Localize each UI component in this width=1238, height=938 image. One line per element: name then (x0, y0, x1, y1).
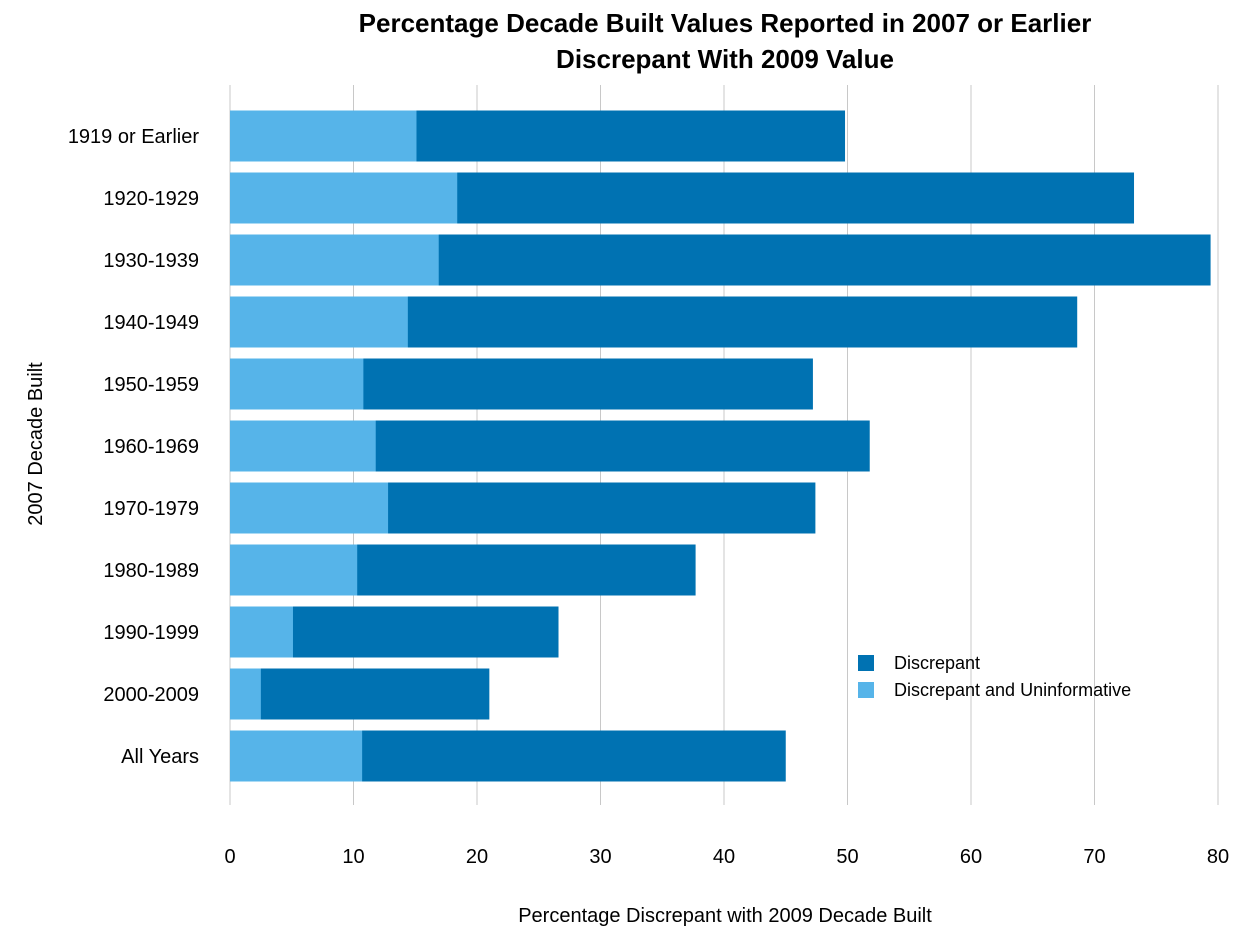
bar-discrepant-uninformative-1980-1989 (230, 544, 358, 596)
y-tick-label: 1919 or Earlier (68, 126, 200, 148)
y-tick-label: 1940-1949 (103, 312, 199, 334)
legend-swatch-discrepant-and-uninformative (858, 682, 874, 698)
bar-discrepant-uninformative-2000-2009 (230, 668, 261, 720)
bar-discrepant-2000-2009 (230, 668, 490, 720)
bars (230, 110, 1211, 782)
y-tick-label: 1980-1989 (103, 560, 199, 582)
bar-discrepant-uninformative-1970-1979 (230, 482, 389, 534)
bar-discrepant-uninformative-1950-1959 (230, 358, 364, 410)
legend-swatch-discrepant (858, 655, 874, 671)
x-tick-labels: 0 10 20 30 40 50 60 70 80 (224, 846, 1229, 868)
y-tick-label: 1950-1959 (103, 374, 199, 396)
bar-discrepant-uninformative-all-years (230, 730, 363, 782)
y-tick-labels: 1919 or Earlier 1920-1929 1930-1939 1940-19… (68, 126, 200, 768)
x-tick-label: 30 (589, 846, 611, 868)
y-axis-label: 2007 Decade Built (25, 362, 47, 526)
legend-label-discrepant-and-uninformative: Discrepant and Uninformative (894, 680, 1131, 700)
bar-discrepant-uninformative-1960-1969 (230, 420, 376, 472)
x-axis-label: Percentage Discrepant with 2009 Decade B… (518, 905, 932, 927)
y-tick-label: 1990-1999 (103, 622, 199, 644)
x-tick-label: 20 (466, 846, 488, 868)
y-tick-label: All Years (121, 746, 199, 768)
legend: Discrepant Discrepant and Uninformative (858, 653, 1131, 700)
bar-discrepant-uninformative-1940-1949 (230, 296, 408, 348)
x-tick-label: 60 (960, 846, 982, 868)
bar-discrepant-uninformative-1919-or-earlier (230, 110, 417, 162)
chart-title-line-2: Discrepant With 2009 Value (556, 44, 894, 74)
x-tick-label: 70 (1083, 846, 1105, 868)
y-tick-label: 1970-1979 (103, 498, 199, 520)
bar-discrepant-uninformative-1990-1999 (230, 606, 293, 658)
y-tick-label: 1920-1929 (103, 188, 199, 210)
x-tick-label: 0 (224, 846, 235, 868)
bar-discrepant-uninformative-1930-1939 (230, 234, 439, 286)
x-tick-label: 80 (1207, 846, 1229, 868)
bar-discrepant-uninformative-1920-1929 (230, 172, 458, 224)
x-tick-label: 10 (342, 846, 364, 868)
y-tick-label: 1930-1939 (103, 250, 199, 272)
x-tick-label: 40 (713, 846, 735, 868)
y-tick-label: 1960-1969 (103, 436, 199, 458)
chart-title-line-1: Percentage Decade Built Values Reported … (359, 8, 1092, 38)
legend-label-discrepant: Discrepant (894, 653, 980, 673)
x-tick-label: 50 (836, 846, 858, 868)
y-tick-label: 2000-2009 (103, 684, 199, 706)
